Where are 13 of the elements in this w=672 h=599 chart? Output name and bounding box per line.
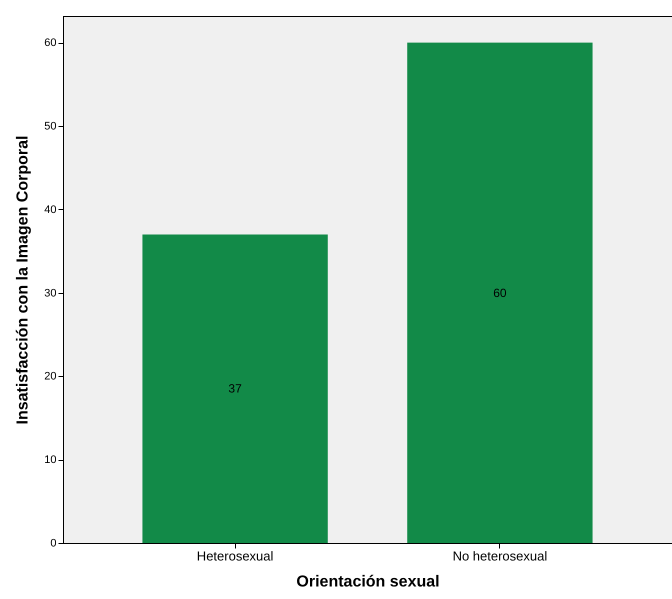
y-tick-label: 50 <box>44 120 56 133</box>
y-tick-label: 60 <box>44 37 56 50</box>
y-axis-title: Insatisfacción con la Imagen Corporal <box>14 136 32 424</box>
y-tick-label: 20 <box>44 370 56 383</box>
y-tick-label: 10 <box>44 454 56 466</box>
x-axis-title: Orientación sexual <box>296 574 440 590</box>
y-tick-label: 30 <box>44 287 56 300</box>
data-label: 37 <box>228 382 242 396</box>
y-tick-label: 0 <box>50 538 56 550</box>
data-label: 60 <box>493 286 507 300</box>
x-tick-label: No heterosexual <box>452 548 548 564</box>
x-tick-label: Heterosexual <box>196 548 274 564</box>
y-tick-label: 40 <box>44 204 56 216</box>
